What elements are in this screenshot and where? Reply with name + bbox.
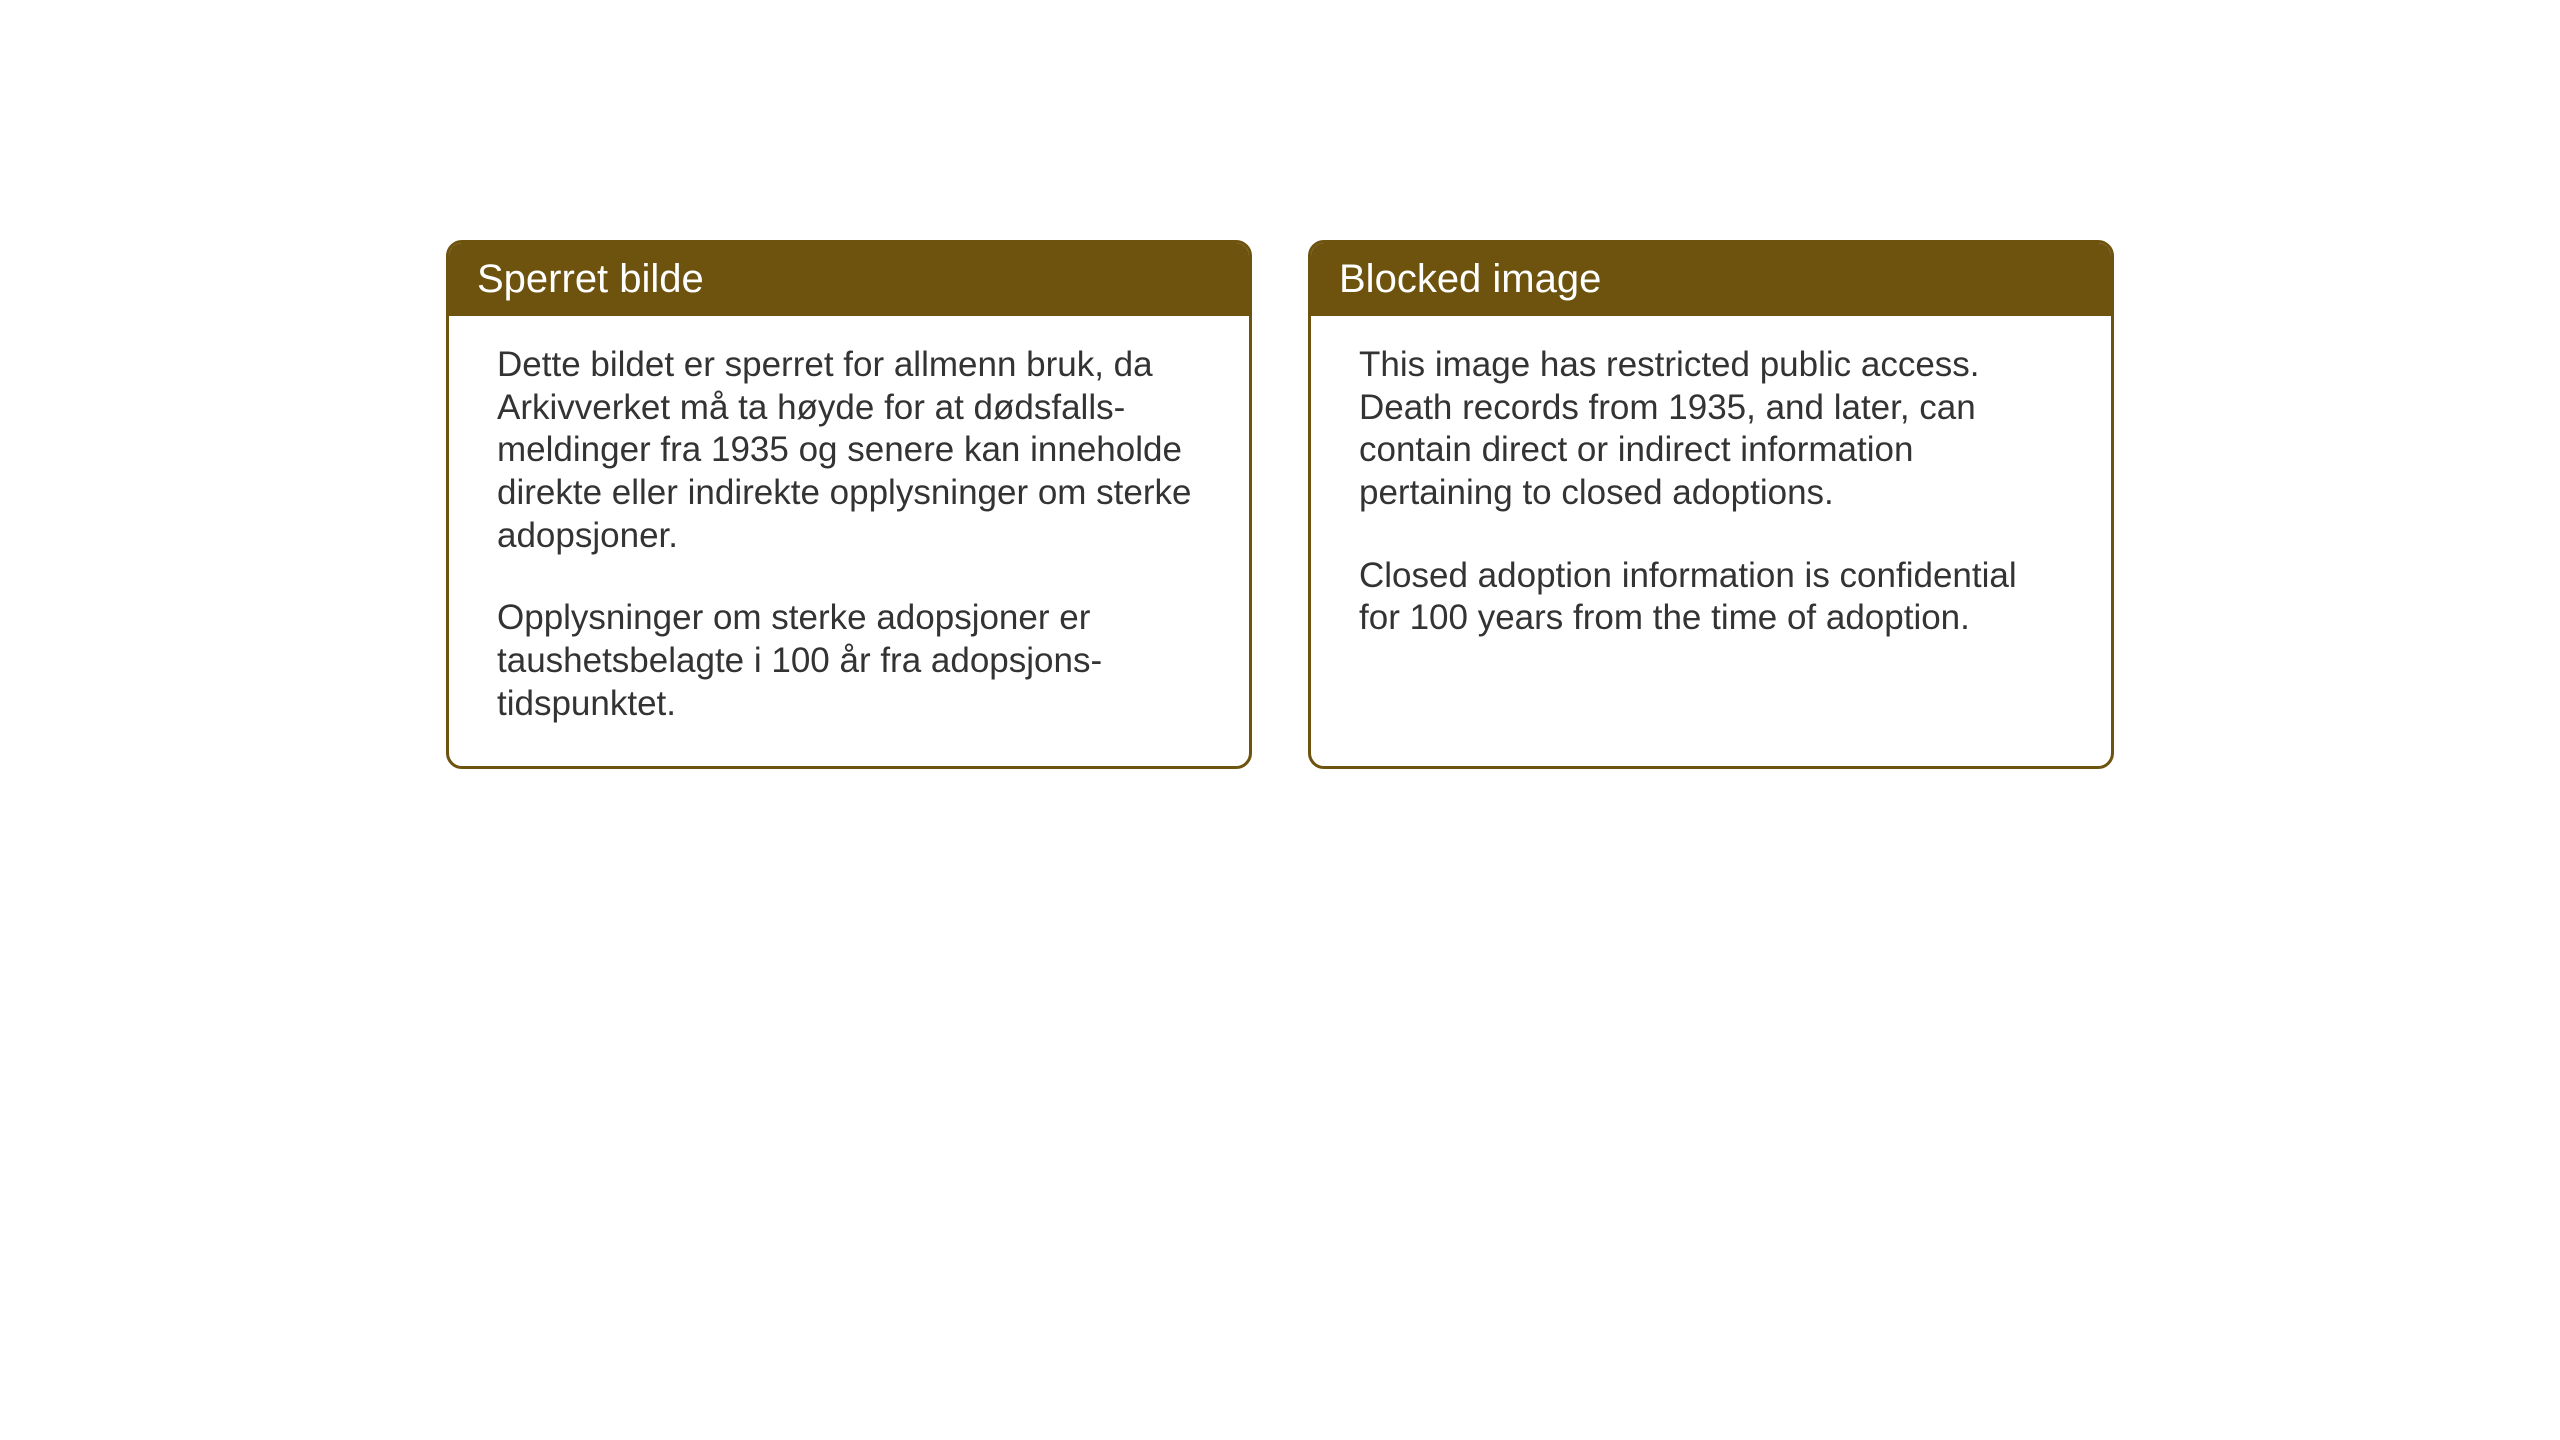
- notice-card-norwegian: Sperret bilde Dette bildet er sperret fo…: [446, 240, 1252, 769]
- card-body-norwegian: Dette bildet er sperret for allmenn bruk…: [449, 316, 1249, 766]
- card-title-norwegian: Sperret bilde: [477, 257, 704, 301]
- card-paragraph: Opplysninger om sterke adopsjoner er tau…: [497, 597, 1201, 725]
- card-header-norwegian: Sperret bilde: [449, 243, 1249, 316]
- card-paragraph: This image has restricted public access.…: [1359, 344, 2063, 515]
- card-body-english: This image has restricted public access.…: [1311, 316, 2111, 680]
- card-header-english: Blocked image: [1311, 243, 2111, 316]
- card-paragraph: Closed adoption information is confident…: [1359, 555, 2063, 640]
- notice-container: Sperret bilde Dette bildet er sperret fo…: [446, 240, 2114, 769]
- card-title-english: Blocked image: [1339, 257, 1601, 301]
- card-paragraph: Dette bildet er sperret for allmenn bruk…: [497, 344, 1201, 557]
- notice-card-english: Blocked image This image has restricted …: [1308, 240, 2114, 769]
